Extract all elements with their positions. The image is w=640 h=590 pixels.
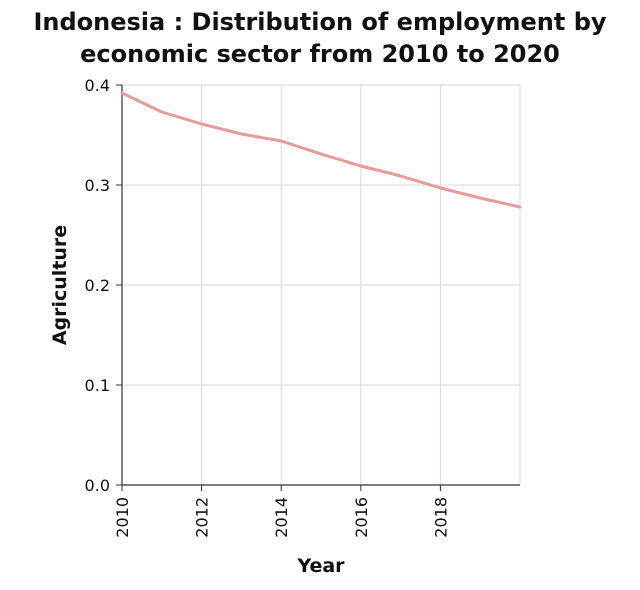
tick-labels: 0.0 0.1 0.2 0.3 0.4 2010 2012 2014 2016 2018 bbox=[85, 76, 451, 538]
x-tick-label: 2012 bbox=[193, 497, 212, 538]
chart-title-line-1: Indonesia : Distribution of employment b… bbox=[33, 8, 606, 36]
y-tick-label: 0.1 bbox=[85, 376, 110, 395]
series bbox=[120, 91, 522, 209]
grid bbox=[121, 84, 521, 486]
series-line-agriculture bbox=[120, 91, 522, 209]
y-tick-label: 0.0 bbox=[85, 476, 110, 495]
x-axis-label: Year bbox=[296, 555, 345, 577]
axes bbox=[116, 84, 520, 491]
x-tick-label: 2018 bbox=[431, 497, 450, 538]
y-tick-label: 0.2 bbox=[85, 276, 110, 295]
x-tick-label: 2016 bbox=[352, 497, 371, 538]
y-axis-label: Agriculture bbox=[49, 225, 71, 345]
x-tick-label: 2010 bbox=[113, 497, 132, 538]
x-tick-label: 2014 bbox=[272, 497, 291, 538]
y-tick-label: 0.4 bbox=[85, 76, 110, 95]
chart-title-line-2: economic sector from 2010 to 2020 bbox=[80, 40, 560, 68]
y-tick-label: 0.3 bbox=[85, 176, 110, 195]
